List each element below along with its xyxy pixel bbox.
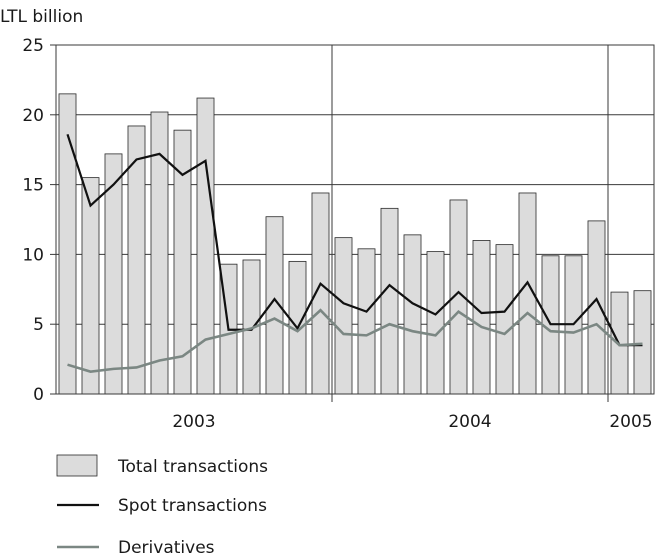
bar-total-transactions [472,240,491,395]
y-tick-label: 20 [22,106,44,126]
line-spot-transactions [66,134,643,347]
legend: Total transactions Spot transactions Deriv… [56,454,268,557]
legend-label-spot-transactions: Spot transactions [118,496,267,516]
line-derivatives [67,308,643,373]
x-year-label: 2005 [609,412,652,432]
y-tick-label: 10 [22,245,44,265]
bar-total-transactions [633,290,652,395]
y-tick-label: 5 [33,315,44,335]
y-tick-label: 0 [33,385,44,405]
bar-total-transactions [58,93,77,395]
x-year-label: 2003 [172,412,215,432]
bar-total-transactions [426,251,445,395]
legend-label-total-transactions: Total transactions [117,457,268,477]
bar-total-transactions [403,234,422,395]
legend-swatch-total-transactions [56,454,98,477]
y-tick-label: 25 [22,36,44,56]
y-tick-label: 15 [22,176,44,196]
legend-label-derivatives: Derivatives [118,538,215,557]
y-axis-title: LTL billion [0,7,83,27]
bar-total-transactions [587,220,606,395]
bars-layer [58,93,652,395]
bar-total-transactions [357,248,376,395]
grid-layer [56,44,654,402]
bar-total-transactions [380,207,399,395]
plot-frame-layer [55,44,655,395]
bar-total-transactions [495,244,514,395]
bar-total-transactions [196,97,215,395]
bar-total-transactions [81,177,100,395]
lines-layer [66,134,643,373]
x-year-label: 2004 [448,412,491,432]
axes-layer: 0 5 10 15 20 25 2003 2004 2005 [22,36,652,432]
bar-total-transactions [334,237,353,395]
plot-frame [55,44,655,395]
